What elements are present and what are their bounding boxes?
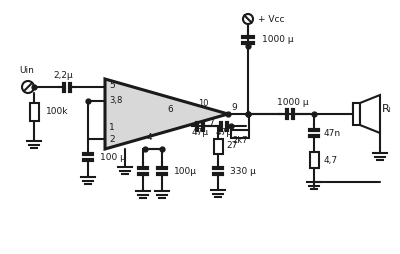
Text: 100 μ: 100 μ	[100, 152, 126, 162]
Text: + Vcc: + Vcc	[258, 14, 284, 24]
Text: 2: 2	[109, 135, 115, 144]
Text: 1000 μ: 1000 μ	[277, 98, 309, 107]
Text: 7: 7	[208, 119, 214, 129]
Text: 47μ: 47μ	[216, 128, 232, 137]
Text: 9: 9	[231, 103, 237, 112]
Text: 10: 10	[198, 100, 208, 108]
Text: 27: 27	[226, 141, 237, 151]
Bar	[231, 130, 249, 138]
Polygon shape	[360, 95, 380, 133]
Text: 4: 4	[147, 133, 153, 141]
Bar	[353, 103, 360, 125]
Bar	[214, 138, 222, 153]
Polygon shape	[105, 79, 228, 149]
Bar	[30, 103, 38, 121]
Text: 2k7: 2k7	[232, 136, 248, 145]
Text: 1000 μ: 1000 μ	[262, 36, 294, 44]
Text: 330 μ: 330 μ	[230, 167, 256, 176]
Text: Rₗ: Rₗ	[382, 104, 392, 114]
Text: 100μ: 100μ	[174, 167, 197, 176]
Text: Uin: Uin	[20, 66, 34, 75]
Text: 100k: 100k	[46, 107, 68, 117]
Text: 3,8: 3,8	[109, 97, 122, 105]
Text: 6: 6	[167, 105, 173, 115]
Text: 4,7: 4,7	[324, 155, 338, 165]
Text: 47n: 47n	[324, 129, 341, 137]
Text: 1: 1	[109, 122, 115, 132]
Text: 47μ: 47μ	[192, 128, 208, 137]
Text: 5: 5	[109, 82, 115, 90]
Text: 2,2μ: 2,2μ	[53, 71, 73, 80]
Bar	[310, 152, 318, 168]
